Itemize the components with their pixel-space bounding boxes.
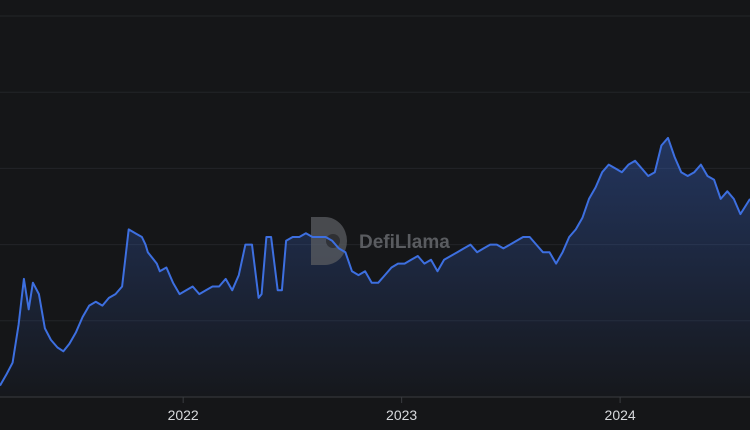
- area-layer: [0, 137, 750, 397]
- defillama-watermark: DefiLlama: [311, 217, 450, 265]
- watermark-text: DefiLlama: [359, 232, 450, 253]
- x-tick-label: 2023: [386, 407, 417, 423]
- x-tick-label: 2024: [605, 407, 636, 423]
- x-tick-label: 2022: [168, 407, 199, 423]
- series-area: [0, 137, 750, 397]
- series-line: [0, 136, 750, 387]
- line-layer: [0, 136, 750, 387]
- x-axis-ticks: 2022 2023 2024: [168, 397, 636, 423]
